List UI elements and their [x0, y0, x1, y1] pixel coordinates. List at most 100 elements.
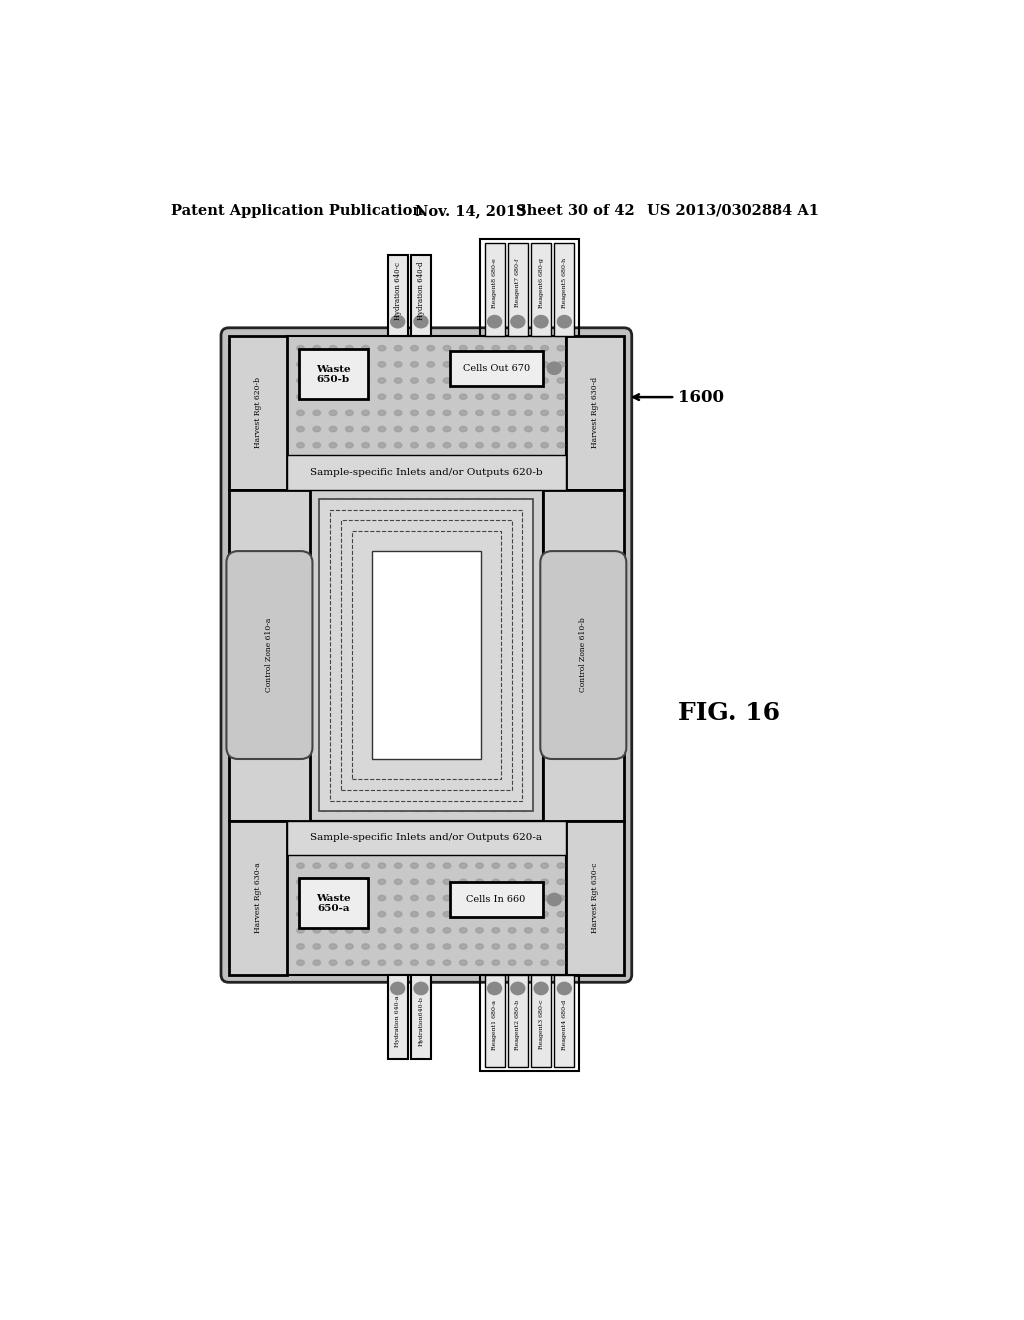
Ellipse shape — [443, 362, 451, 367]
Ellipse shape — [418, 359, 425, 364]
Ellipse shape — [332, 528, 340, 533]
Ellipse shape — [452, 579, 459, 585]
Ellipse shape — [607, 531, 614, 535]
Ellipse shape — [367, 714, 374, 721]
Ellipse shape — [252, 710, 258, 715]
Ellipse shape — [238, 948, 245, 952]
Ellipse shape — [400, 681, 408, 686]
Ellipse shape — [452, 612, 459, 619]
Ellipse shape — [345, 944, 353, 949]
Ellipse shape — [607, 808, 614, 812]
Bar — [372, 552, 480, 759]
Ellipse shape — [434, 478, 442, 483]
Ellipse shape — [315, 731, 323, 737]
Ellipse shape — [378, 879, 386, 884]
Ellipse shape — [580, 710, 586, 715]
Ellipse shape — [382, 684, 389, 689]
Ellipse shape — [400, 478, 408, 483]
Ellipse shape — [594, 655, 600, 660]
Ellipse shape — [332, 731, 340, 737]
Ellipse shape — [238, 752, 245, 756]
Ellipse shape — [238, 669, 245, 673]
Ellipse shape — [238, 655, 245, 660]
Ellipse shape — [452, 376, 459, 381]
Ellipse shape — [264, 850, 271, 855]
Ellipse shape — [411, 378, 418, 383]
Ellipse shape — [247, 409, 254, 416]
Ellipse shape — [468, 376, 476, 381]
Ellipse shape — [313, 378, 321, 383]
Ellipse shape — [552, 614, 558, 618]
Ellipse shape — [607, 669, 614, 673]
Ellipse shape — [580, 766, 586, 771]
Ellipse shape — [588, 714, 595, 721]
Ellipse shape — [490, 698, 498, 704]
Ellipse shape — [521, 714, 528, 719]
Ellipse shape — [281, 579, 289, 585]
Ellipse shape — [367, 630, 374, 635]
Ellipse shape — [413, 730, 420, 735]
Ellipse shape — [506, 622, 513, 627]
Bar — [566, 821, 624, 974]
Ellipse shape — [427, 895, 434, 900]
Ellipse shape — [616, 948, 624, 952]
Ellipse shape — [418, 681, 425, 686]
Ellipse shape — [434, 816, 442, 822]
Ellipse shape — [345, 960, 353, 965]
Ellipse shape — [537, 714, 544, 721]
Ellipse shape — [238, 850, 245, 855]
Ellipse shape — [367, 579, 374, 585]
Ellipse shape — [557, 346, 564, 351]
Ellipse shape — [238, 572, 245, 577]
Ellipse shape — [238, 642, 245, 645]
Ellipse shape — [506, 576, 513, 581]
Bar — [480, 974, 579, 1071]
Ellipse shape — [428, 744, 435, 750]
Ellipse shape — [332, 376, 340, 381]
Ellipse shape — [603, 892, 609, 896]
Ellipse shape — [443, 928, 451, 933]
Ellipse shape — [485, 444, 494, 449]
Ellipse shape — [519, 902, 527, 907]
Ellipse shape — [397, 513, 404, 519]
Ellipse shape — [574, 933, 582, 939]
Ellipse shape — [400, 917, 408, 924]
Ellipse shape — [383, 579, 391, 585]
Ellipse shape — [603, 837, 609, 841]
Ellipse shape — [280, 961, 286, 966]
Ellipse shape — [383, 359, 391, 364]
Ellipse shape — [524, 847, 532, 853]
Ellipse shape — [238, 906, 245, 911]
Ellipse shape — [264, 376, 271, 381]
Ellipse shape — [345, 362, 353, 367]
Ellipse shape — [603, 462, 609, 467]
Ellipse shape — [383, 766, 391, 771]
Ellipse shape — [428, 807, 435, 812]
Ellipse shape — [297, 362, 304, 367]
Ellipse shape — [506, 652, 513, 657]
Ellipse shape — [607, 752, 614, 756]
Ellipse shape — [552, 780, 558, 784]
Ellipse shape — [280, 766, 286, 771]
Ellipse shape — [468, 731, 476, 737]
Ellipse shape — [264, 952, 271, 957]
Ellipse shape — [519, 461, 527, 466]
Ellipse shape — [521, 513, 528, 519]
Ellipse shape — [485, 698, 494, 704]
Ellipse shape — [265, 865, 272, 869]
Ellipse shape — [460, 475, 467, 480]
Ellipse shape — [492, 346, 500, 351]
Ellipse shape — [265, 892, 272, 896]
Ellipse shape — [400, 867, 408, 873]
Ellipse shape — [541, 928, 549, 933]
Ellipse shape — [570, 952, 579, 957]
Ellipse shape — [281, 495, 289, 500]
Ellipse shape — [580, 780, 586, 784]
Ellipse shape — [537, 698, 544, 704]
Ellipse shape — [557, 411, 564, 416]
Ellipse shape — [434, 612, 442, 619]
Ellipse shape — [485, 478, 494, 483]
Ellipse shape — [367, 935, 374, 940]
Ellipse shape — [570, 867, 579, 873]
Text: Reagent8 680-e: Reagent8 680-e — [493, 259, 497, 308]
